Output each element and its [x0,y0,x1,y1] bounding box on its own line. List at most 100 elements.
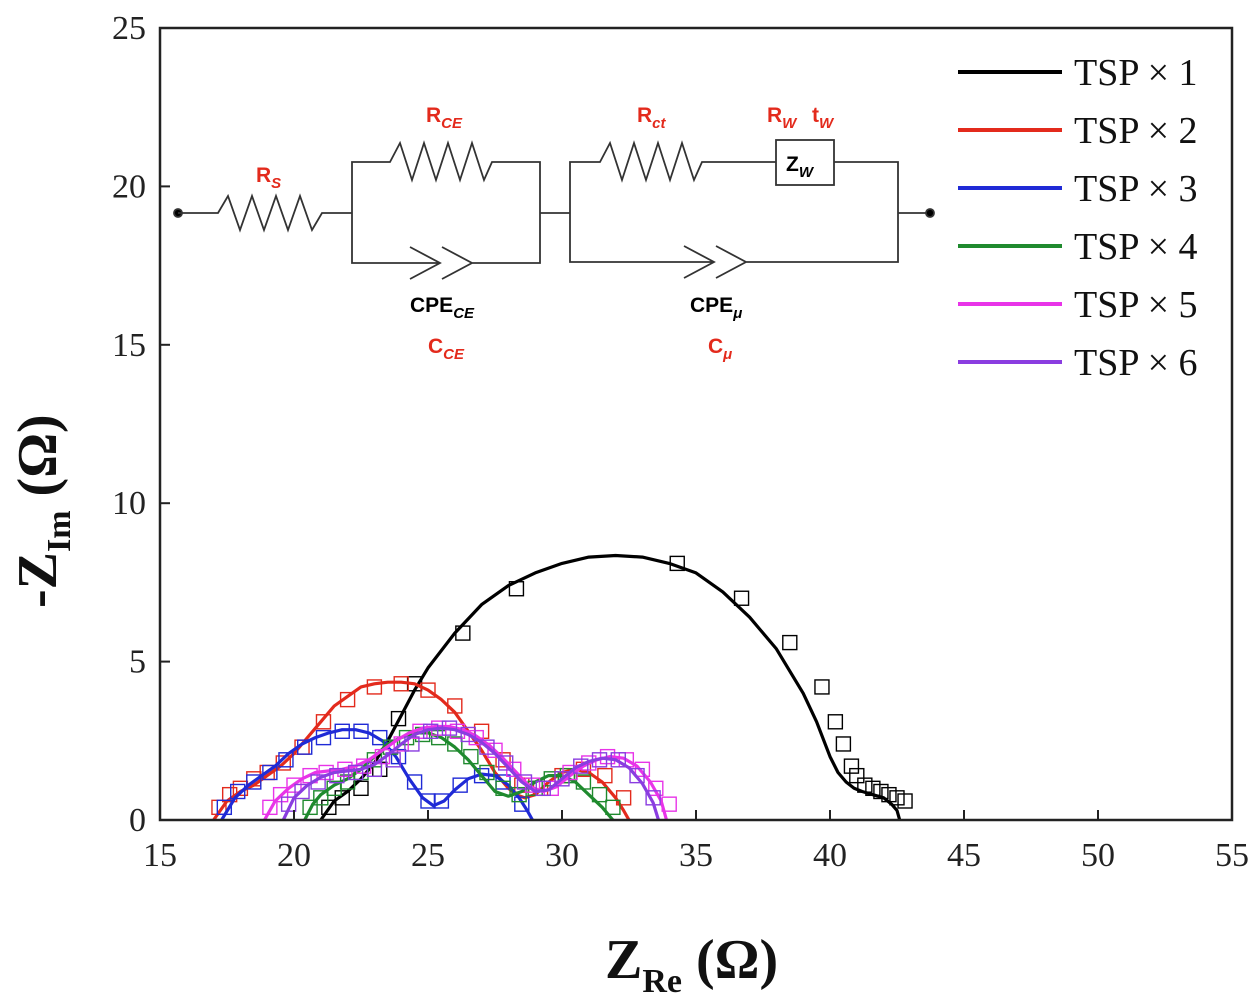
data-point [366,761,383,778]
label-zw: ZW [786,153,815,181]
y-tick-label: 0 [129,802,146,839]
x-tick-label: 25 [411,837,445,874]
legend-label: TSP × 2 [1074,110,1198,152]
data-point [334,790,350,806]
data-point [897,793,913,809]
circuit-terminal-right [925,208,935,218]
fit-line [319,553,902,821]
data-point [827,714,844,730]
y-tick-label: 10 [112,485,146,522]
data-point [272,786,289,803]
y-tick-label: 5 [129,644,146,681]
x-tick-label: 55 [1215,837,1249,874]
x-tick-label: 40 [813,837,847,874]
data-point [262,764,278,781]
data-point [498,755,514,771]
label-cpe-ce: CPECE [410,294,475,322]
fit-line [303,731,615,822]
x-tick-label: 15 [143,837,177,874]
data-point [390,710,407,727]
rce-branch [351,140,541,213]
data-point [246,774,262,790]
y-axis-title: -ZIm(Ω) [7,414,78,608]
series-3 [216,723,534,821]
data-point [321,799,337,816]
fit-line [281,726,661,821]
x-tick-label: 50 [1081,837,1115,874]
data-point [230,783,246,800]
data-point [514,796,530,812]
data-point [591,786,608,803]
legend-label: TSP × 3 [1074,168,1198,210]
data-point [554,771,570,787]
data-point [313,790,329,806]
data-point [420,682,436,698]
y-tick-label: 15 [112,327,146,364]
data-point [487,742,503,759]
data-point [315,714,332,730]
label-rw: RW [767,104,798,132]
circuit-labels: RS RCE Rct RW tW ZW CPECE CCE CPEμ Cμ [256,104,835,363]
legend-label: TSP × 1 [1074,52,1198,94]
data-point [460,726,476,743]
zw-box [775,139,835,186]
data-point [889,790,905,806]
legend-label: TSP × 6 [1074,342,1198,384]
data-point [648,780,664,797]
x-axis-title: ZRe (Ω) [605,929,778,1000]
data-point [372,729,388,746]
rct-zw-branch [569,140,899,213]
data-point [733,590,750,606]
data-point [782,634,798,651]
circuit-diagram [173,139,935,280]
y-tick-label: 20 [112,168,146,205]
data-point [468,729,484,746]
fit-line [212,680,631,821]
fit-line [263,724,669,821]
data-point [597,767,613,784]
ticks-layer: 15 20 25 30 35 40 45 50 55 0 5 10 15 20 25 [112,10,1249,874]
data-point [347,764,364,781]
data-point [294,783,310,800]
data-point [516,774,533,790]
cpe-mu-branch [569,213,899,279]
label-tw: tW [812,104,835,132]
label-rct: Rct [637,104,667,132]
label-rce: RCE [426,104,463,132]
data-point [302,799,318,816]
x-tick-label: 45 [947,837,981,874]
legend: TSP × 1 TSP × 2 TSP × 3 TSP × 4 TSP × 5 TSP ×… [958,52,1198,384]
series-2 [211,676,632,821]
data-point [843,758,860,774]
data-point [262,799,278,816]
data-point [605,799,621,816]
data-point [629,767,645,784]
data-point [433,793,450,809]
data-point [479,739,495,755]
label-rs: RS [256,164,281,192]
data-point [278,752,294,768]
cpe-ce-branch [351,213,541,280]
data-point [849,767,865,784]
data-point [385,752,401,768]
y-tick-label: 25 [112,10,146,47]
data-point [814,679,830,695]
plot-frame [158,26,1234,822]
x-tick-label: 30 [545,837,579,874]
data-point [573,758,589,774]
series-6 [280,720,661,821]
resistor-rs [178,193,352,233]
data-point [543,780,559,797]
x-tick-label: 20 [277,837,311,874]
x-tick-label: 35 [679,837,713,874]
label-cpe-mu: CPEμ [690,294,742,322]
data-point [452,777,468,793]
data-point [495,752,511,768]
series-layer [211,553,913,822]
data-point [835,736,852,752]
label-c-ce: CCE [428,335,465,363]
label-c-mu: Cμ [708,335,732,363]
legend-label: TSP × 5 [1074,284,1198,326]
legend-label: TSP × 4 [1074,226,1198,268]
